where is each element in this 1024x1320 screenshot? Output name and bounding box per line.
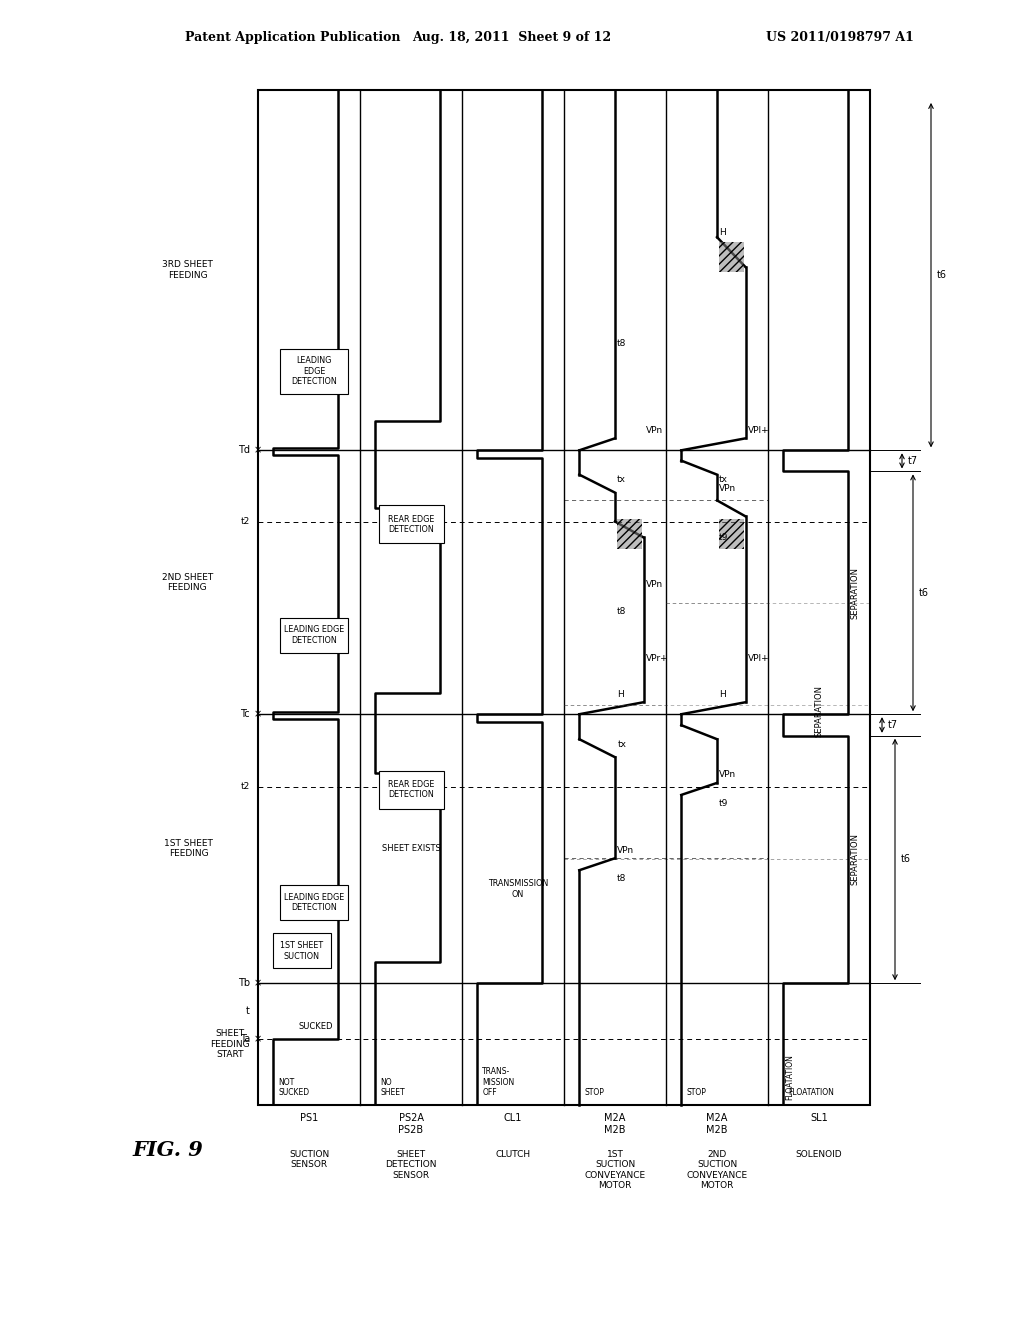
Text: SHEET
DETECTION
SENSOR: SHEET DETECTION SENSOR	[385, 1150, 437, 1180]
Text: US 2011/0198797 A1: US 2011/0198797 A1	[766, 30, 914, 44]
Text: ×: ×	[254, 445, 262, 455]
Text: 2ND
SUCTION
CONVEYANCE
MOTOR: 2ND SUCTION CONVEYANCE MOTOR	[686, 1150, 748, 1191]
Text: Td: Td	[238, 445, 250, 455]
Bar	[379, 506, 443, 544]
Text: VPl+: VPl+	[748, 655, 769, 664]
Text: t8: t8	[617, 339, 627, 348]
Text: H: H	[719, 227, 726, 236]
Text: SEPARATION: SEPARATION	[851, 566, 859, 619]
Text: 3RD SHEET
FEEDING: 3RD SHEET FEEDING	[162, 260, 213, 280]
Text: t8: t8	[617, 607, 627, 616]
Text: VPr+: VPr+	[645, 655, 669, 664]
Text: FLOATATION: FLOATATION	[788, 1088, 835, 1097]
Text: CL1: CL1	[504, 1113, 522, 1123]
Text: t6: t6	[901, 854, 911, 865]
Text: ×: ×	[254, 1034, 262, 1044]
Text: H: H	[719, 690, 726, 698]
Text: t9: t9	[719, 533, 728, 543]
Bar	[272, 933, 331, 969]
Text: PS1: PS1	[300, 1113, 318, 1123]
Text: M2A
M2B: M2A M2B	[604, 1113, 626, 1135]
Text: 1ST SHEET
SUCTION: 1ST SHEET SUCTION	[281, 941, 324, 961]
Bar	[719, 242, 743, 272]
Text: t6: t6	[937, 271, 947, 280]
Text: TRANSMISSION
ON: TRANSMISSION ON	[487, 879, 548, 899]
Text: SUCKED: SUCKED	[298, 1022, 333, 1031]
Bar	[258, 90, 870, 1105]
Text: SL1: SL1	[810, 1113, 827, 1123]
Text: Tc: Tc	[241, 709, 250, 719]
Bar	[281, 618, 348, 652]
Text: NOT
SUCKED: NOT SUCKED	[279, 1077, 309, 1097]
Bar	[617, 520, 642, 549]
Bar	[719, 520, 743, 549]
Text: VPn: VPn	[645, 426, 663, 434]
Text: Patent Application Publication: Patent Application Publication	[185, 30, 400, 44]
Text: FLOATATION: FLOATATION	[785, 1055, 795, 1100]
Text: ×: ×	[254, 709, 262, 719]
Text: PS2A
PS2B: PS2A PS2B	[398, 1113, 424, 1135]
Text: LEADING EDGE
DETECTION: LEADING EDGE DETECTION	[284, 626, 344, 644]
Text: t9: t9	[719, 799, 728, 808]
Bar	[281, 348, 348, 393]
Text: FIG. 9: FIG. 9	[133, 1140, 204, 1160]
Text: tx: tx	[617, 475, 626, 484]
Text: SHEET
FEEDING
START: SHEET FEEDING START	[210, 1030, 250, 1059]
Text: VPn: VPn	[645, 581, 663, 590]
Text: t2: t2	[241, 517, 250, 527]
Text: SEPARATION: SEPARATION	[814, 685, 823, 737]
Text: tx: tx	[719, 475, 728, 484]
Text: t7: t7	[908, 455, 919, 466]
Text: M2A
M2B: M2A M2B	[707, 1113, 728, 1135]
Text: TRANS-
MISSION
OFF: TRANS- MISSION OFF	[482, 1067, 514, 1097]
Text: tx: tx	[618, 739, 627, 748]
Text: t8: t8	[617, 874, 627, 883]
Text: CLUTCH: CLUTCH	[496, 1150, 530, 1159]
Text: Tb: Tb	[238, 978, 250, 989]
Text: SEPARATION: SEPARATION	[851, 833, 859, 886]
Text: ×: ×	[254, 978, 262, 989]
Text: SOLENOID: SOLENOID	[796, 1150, 843, 1159]
Text: LEADING EDGE
DETECTION: LEADING EDGE DETECTION	[284, 892, 344, 912]
Text: 1ST
SUCTION
CONVEYANCE
MOTOR: 1ST SUCTION CONVEYANCE MOTOR	[585, 1150, 645, 1191]
Text: NO
SHEET: NO SHEET	[380, 1077, 404, 1097]
Text: STOP: STOP	[686, 1088, 707, 1097]
Text: t: t	[246, 1006, 250, 1016]
Text: VPl+: VPl+	[748, 426, 769, 434]
Text: t7: t7	[888, 719, 898, 730]
Text: 2ND SHEET
FEEDING: 2ND SHEET FEEDING	[162, 573, 213, 591]
Text: VPn: VPn	[617, 846, 634, 855]
Text: LEADING
EDGE
DETECTION: LEADING EDGE DETECTION	[291, 356, 337, 385]
Text: Ta: Ta	[240, 1034, 250, 1044]
Text: SHEET EXISTS: SHEET EXISTS	[382, 845, 440, 853]
Bar	[379, 771, 443, 809]
Text: t6: t6	[919, 587, 929, 598]
Bar	[281, 884, 348, 920]
Text: Aug. 18, 2011  Sheet 9 of 12: Aug. 18, 2011 Sheet 9 of 12	[413, 30, 611, 44]
Text: VPn: VPn	[719, 771, 736, 779]
Text: t2: t2	[241, 783, 250, 792]
Text: 1ST SHEET
FEEDING: 1ST SHEET FEEDING	[164, 840, 213, 858]
Text: REAR EDGE
DETECTION: REAR EDGE DETECTION	[388, 780, 434, 799]
Text: VPn: VPn	[719, 484, 736, 492]
Text: H: H	[617, 690, 624, 698]
Text: STOP: STOP	[585, 1088, 604, 1097]
Text: REAR EDGE
DETECTION: REAR EDGE DETECTION	[388, 515, 434, 533]
Text: SUCTION
SENSOR: SUCTION SENSOR	[289, 1150, 329, 1170]
